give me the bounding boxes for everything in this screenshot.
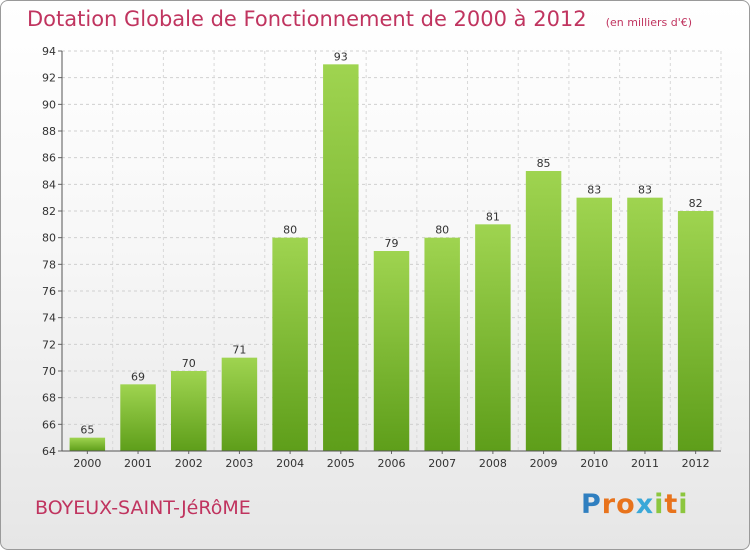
y-tick-label-66: 66 bbox=[42, 418, 56, 431]
x-tick-label-2008: 2008 bbox=[479, 457, 507, 470]
bar-2010 bbox=[576, 197, 613, 451]
x-tick-label-2011: 2011 bbox=[631, 457, 659, 470]
x-tick-label-2002: 2002 bbox=[175, 457, 203, 470]
logo-letter: r bbox=[601, 489, 617, 520]
y-tick-label-88: 88 bbox=[42, 125, 56, 138]
x-tick-label-2009: 2009 bbox=[530, 457, 558, 470]
bar-2012 bbox=[677, 211, 714, 451]
y-tick-label-84: 84 bbox=[42, 178, 56, 191]
logo-letter: i bbox=[654, 489, 665, 520]
bar-2002 bbox=[170, 371, 207, 451]
bar-2005 bbox=[323, 64, 359, 452]
value-label-2010: 83 bbox=[587, 184, 601, 197]
bar-2006 bbox=[373, 251, 410, 451]
y-tick-label-72: 72 bbox=[42, 338, 56, 351]
bar-2011 bbox=[627, 197, 663, 451]
proxiti-logo: Proxiti bbox=[581, 489, 689, 520]
bar-2000 bbox=[69, 437, 106, 451]
y-tick-label-76: 76 bbox=[42, 285, 56, 298]
x-tick-label-2006: 2006 bbox=[378, 457, 406, 470]
value-label-2007: 80 bbox=[435, 224, 449, 237]
y-tick-label-92: 92 bbox=[42, 72, 56, 85]
bar-2001 bbox=[120, 384, 156, 451]
value-label-2006: 79 bbox=[385, 237, 399, 250]
value-label-2008: 81 bbox=[486, 210, 500, 223]
bar-2007 bbox=[424, 237, 460, 451]
bar-2009 bbox=[525, 171, 562, 451]
bars: 65 69 70 71 80 93 79 80 81 85 83 83 82 bbox=[69, 50, 714, 452]
x-tick-label-2003: 2003 bbox=[225, 457, 253, 470]
logo-letter: i bbox=[678, 489, 689, 520]
y-tick-label-74: 74 bbox=[42, 312, 56, 325]
value-label-2002: 70 bbox=[182, 357, 196, 370]
y-tick-label-80: 80 bbox=[42, 232, 56, 245]
axes: 64 66 68 70 72 74 76 78 80 82 84 86 88 90 92 94 2000 2001… bbox=[42, 45, 721, 470]
logo-letter: t bbox=[664, 489, 679, 520]
x-tick-label-2007: 2007 bbox=[428, 457, 456, 470]
x-tick-label-2005: 2005 bbox=[327, 457, 355, 470]
chart-subtitle: (en milliers d'€) bbox=[605, 16, 693, 29]
value-label-2000: 65 bbox=[80, 424, 94, 437]
y-tick-label-70: 70 bbox=[42, 365, 56, 378]
value-label-2005: 93 bbox=[334, 50, 348, 63]
value-label-2004: 80 bbox=[283, 224, 297, 237]
y-tick-label-94: 94 bbox=[42, 45, 56, 58]
y-tick-label-68: 68 bbox=[42, 392, 56, 405]
x-tick-label-2004: 2004 bbox=[276, 457, 304, 470]
x-tick-label-2012: 2012 bbox=[682, 457, 710, 470]
y-tick-label-78: 78 bbox=[42, 258, 56, 271]
logo-letter: P bbox=[581, 489, 602, 520]
bar-2004 bbox=[272, 237, 308, 451]
value-label-2011: 83 bbox=[638, 184, 652, 197]
chart-title: Dotation Globale de Fonctionnement de 20… bbox=[27, 7, 587, 31]
x-tick-label-2001: 2001 bbox=[124, 457, 152, 470]
bar-2008 bbox=[475, 224, 511, 451]
logo-letter: x bbox=[635, 489, 655, 520]
value-label-2003: 71 bbox=[232, 344, 246, 357]
value-label-2009: 85 bbox=[537, 157, 551, 170]
y-tick-label-90: 90 bbox=[42, 98, 56, 111]
commune-name: BOYEUX-SAINT-JéRôME bbox=[35, 497, 251, 519]
title-row: Dotation Globale de Fonctionnement de 20… bbox=[27, 7, 692, 31]
y-tick-label-64: 64 bbox=[42, 445, 56, 458]
logo-letter: o bbox=[616, 489, 636, 520]
value-label-2012: 82 bbox=[689, 197, 703, 210]
x-tick-label-2010: 2010 bbox=[580, 457, 608, 470]
value-label-2001: 69 bbox=[131, 370, 145, 383]
y-tick-label-86: 86 bbox=[42, 152, 56, 165]
y-tick-label-82: 82 bbox=[42, 205, 56, 218]
bar-2003 bbox=[221, 357, 258, 451]
x-tick-label-2000: 2000 bbox=[73, 457, 101, 470]
